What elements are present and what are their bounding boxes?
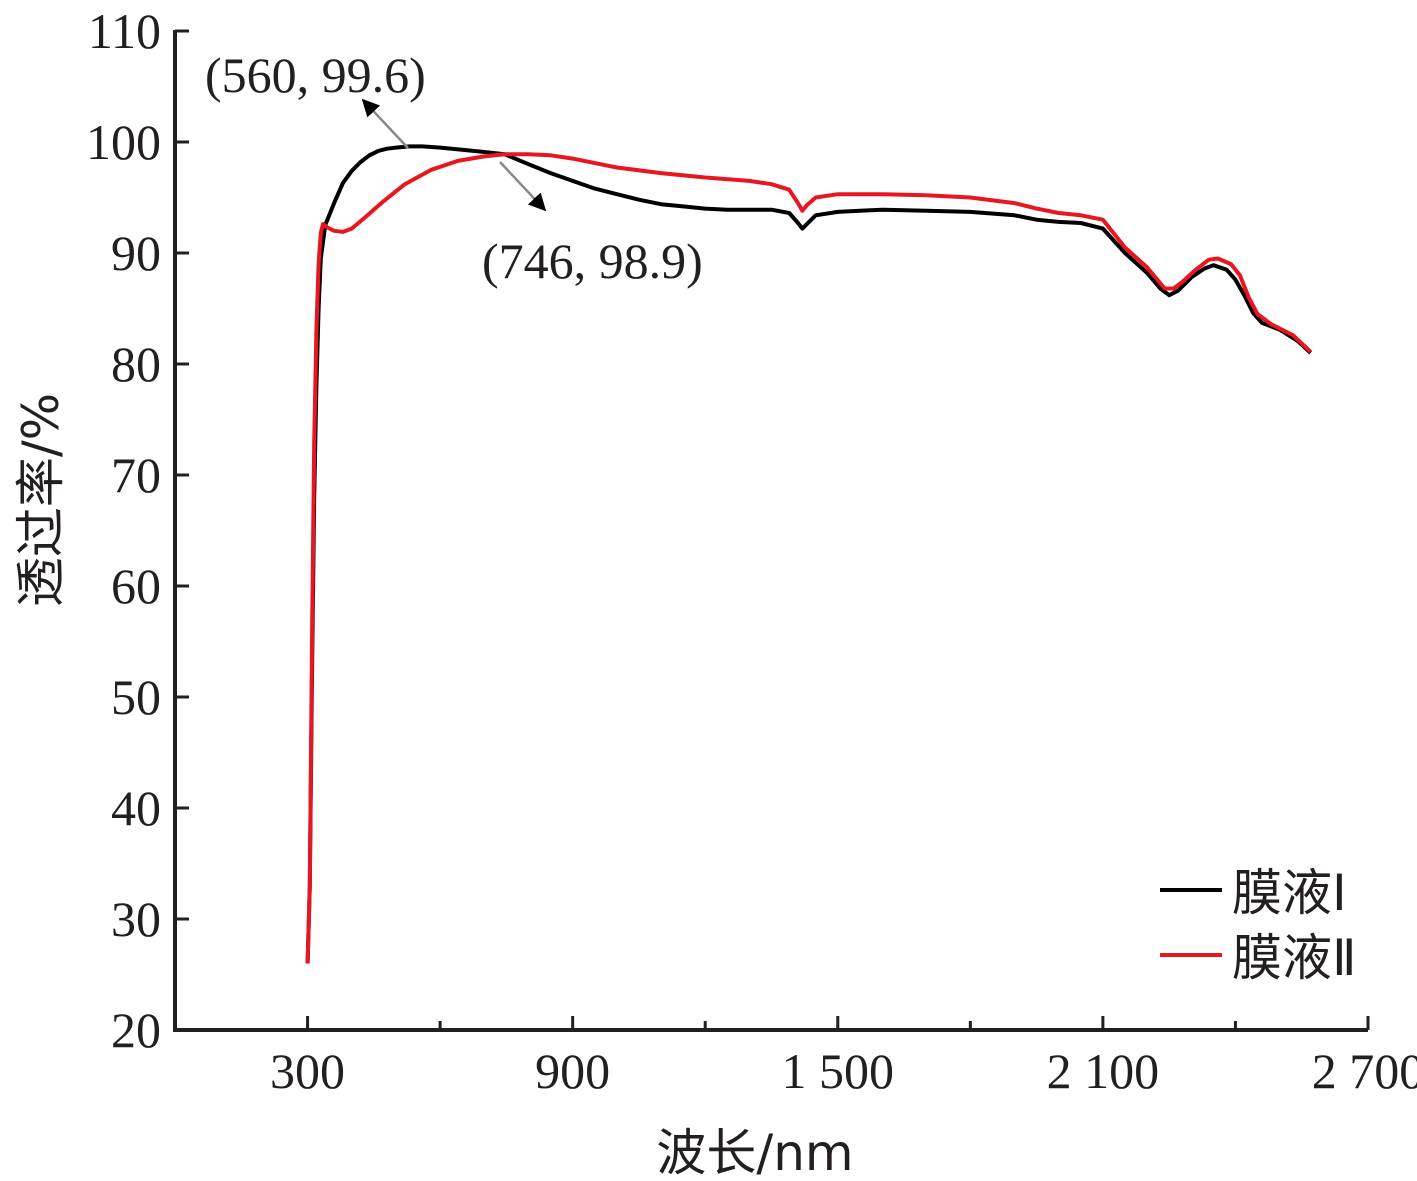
y-tick-label: 90 bbox=[111, 225, 161, 281]
series-line-1 bbox=[305, 144, 1312, 964]
x-tick-label: 2 100 bbox=[1047, 1043, 1160, 1099]
annotation-label-peak-1: (560, 99.6) bbox=[205, 47, 426, 103]
y-tick-label: 30 bbox=[111, 891, 161, 947]
y-axis-title: 透过率/% bbox=[12, 393, 70, 607]
y-tick-label: 50 bbox=[111, 669, 161, 725]
x-tick-label: 300 bbox=[270, 1043, 345, 1099]
y-tick-label: 110 bbox=[88, 3, 161, 59]
legend-label-series-1: 膜液Ⅰ bbox=[1232, 864, 1347, 922]
annotation-arrow-peak-1 bbox=[361, 98, 409, 149]
y-tick-label: 100 bbox=[86, 114, 161, 170]
y-ticks: 20 30 40 50 60 70 80 90 100 110 bbox=[86, 3, 189, 1058]
y-tick-label: 20 bbox=[111, 1002, 161, 1058]
x-tick-label: 1 500 bbox=[782, 1043, 895, 1099]
y-tick-label: 60 bbox=[111, 558, 161, 614]
series-line-2 bbox=[305, 152, 1312, 964]
x-ticks: 300 900 1 500 2 100 2 700 bbox=[270, 1016, 1417, 1099]
y-tick-label: 70 bbox=[111, 447, 161, 503]
y-tick-label: 80 bbox=[111, 336, 161, 392]
legend-label-series-2: 膜液Ⅱ bbox=[1232, 929, 1357, 987]
x-tick-label: 900 bbox=[535, 1043, 610, 1099]
y-tick-label: 40 bbox=[111, 780, 161, 836]
annotation-label-peak-2: (746, 98.9) bbox=[482, 233, 703, 289]
series-layer bbox=[305, 144, 1312, 964]
x-axis-title: 波长/nm bbox=[656, 1124, 853, 1181]
annotation-arrow-peak-2 bbox=[499, 161, 547, 212]
x-tick-label: 2 700 bbox=[1312, 1043, 1417, 1099]
legend: 膜液Ⅰ 膜液Ⅱ bbox=[1160, 864, 1357, 987]
annotations: (560, 99.6) (746, 98.9) bbox=[205, 47, 703, 289]
